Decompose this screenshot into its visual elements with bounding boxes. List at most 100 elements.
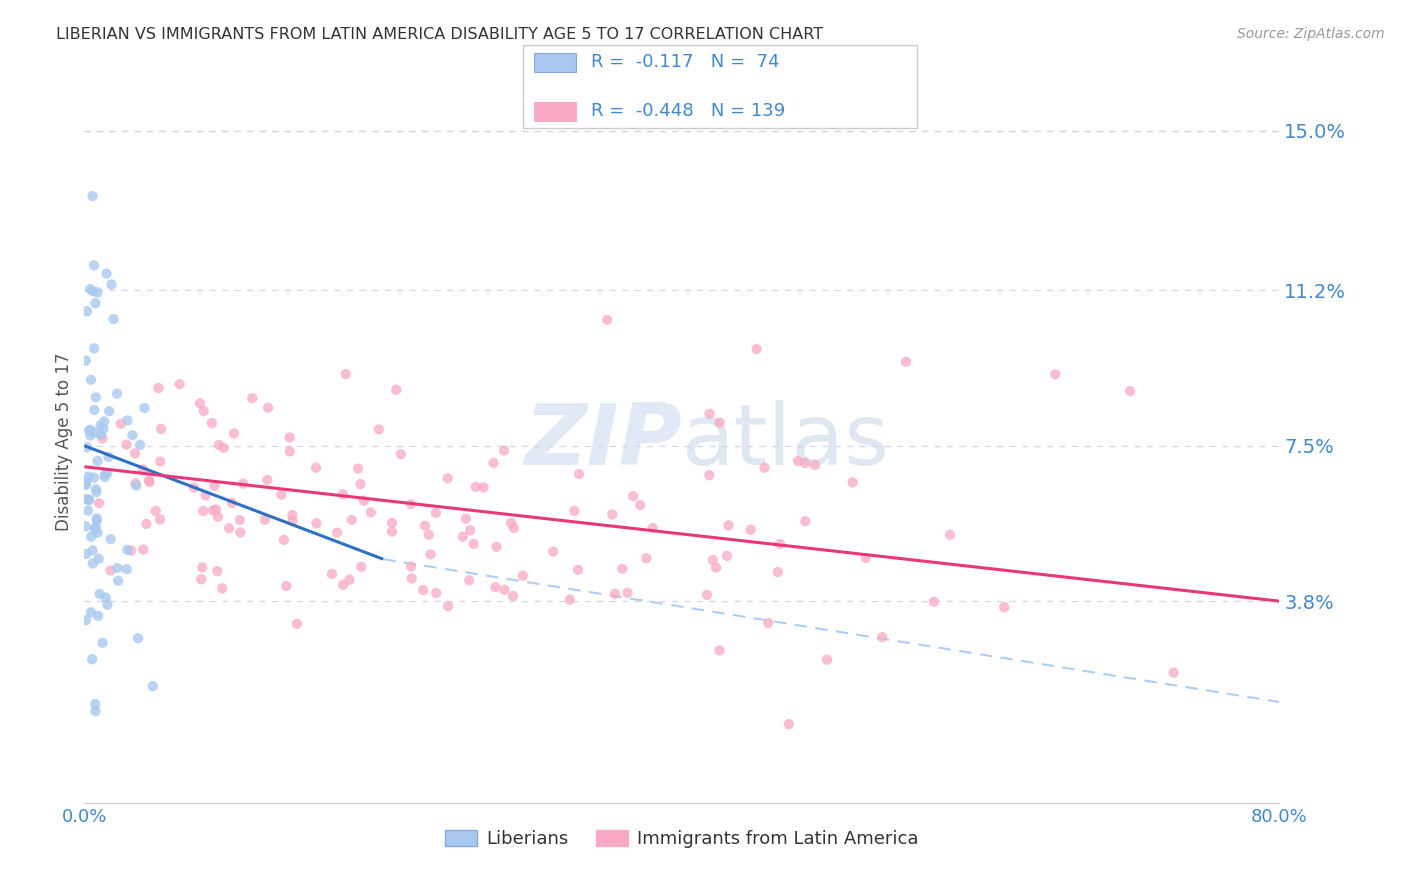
Point	[464, 480, 486, 494]
Point	[321, 566, 343, 581]
Text: ZIP: ZIP	[524, 400, 682, 483]
Point	[418, 528, 440, 542]
Point	[89, 496, 111, 510]
Point	[127, 632, 149, 646]
Point	[756, 615, 779, 630]
Point	[568, 467, 591, 481]
Point	[207, 509, 229, 524]
Point	[77, 503, 100, 517]
Point	[86, 485, 108, 500]
Point	[83, 258, 105, 272]
Point	[124, 446, 146, 460]
Point	[89, 418, 111, 433]
Point	[91, 636, 114, 650]
Point	[76, 304, 98, 318]
Point	[697, 468, 720, 483]
Point	[349, 477, 371, 491]
Point	[79, 428, 101, 442]
Point	[841, 475, 863, 490]
Point	[412, 582, 434, 597]
Point	[138, 473, 160, 487]
Point	[257, 401, 280, 415]
Point	[194, 488, 217, 502]
Point	[138, 475, 160, 489]
Point	[86, 285, 108, 300]
Point	[193, 504, 215, 518]
Point	[332, 578, 354, 592]
Point	[107, 574, 129, 588]
Point	[205, 502, 228, 516]
Point	[502, 589, 524, 603]
Point	[87, 608, 110, 623]
Point	[482, 456, 505, 470]
Point	[437, 599, 460, 614]
Point	[894, 355, 917, 369]
Point	[699, 407, 721, 421]
Point	[425, 586, 447, 600]
Point	[145, 504, 167, 518]
Point	[84, 704, 107, 718]
Point	[564, 504, 586, 518]
Point	[142, 679, 165, 693]
Point	[97, 450, 120, 464]
Point	[740, 523, 762, 537]
Point	[204, 479, 226, 493]
Point	[77, 424, 100, 438]
Point	[815, 652, 838, 666]
Point	[709, 643, 731, 657]
Point	[75, 478, 97, 492]
Point	[183, 481, 205, 495]
Point	[458, 524, 481, 538]
Point	[484, 580, 506, 594]
Point	[84, 520, 107, 534]
Point	[389, 447, 412, 461]
Text: Source: ZipAtlas.com: Source: ZipAtlas.com	[1237, 27, 1385, 41]
Point	[79, 423, 101, 437]
Point	[285, 616, 308, 631]
Text: atlas: atlas	[682, 400, 890, 483]
Point	[84, 483, 107, 497]
Point	[201, 416, 224, 430]
Point	[83, 403, 105, 417]
Point	[93, 415, 115, 429]
Point	[94, 591, 117, 605]
Point	[381, 516, 404, 530]
Point	[350, 560, 373, 574]
Point	[84, 390, 107, 404]
Point	[281, 514, 304, 528]
Point	[794, 514, 817, 528]
Point	[628, 498, 651, 512]
Point	[794, 456, 817, 470]
Point	[75, 492, 97, 507]
Point	[494, 582, 516, 597]
Point	[221, 496, 243, 510]
Point	[169, 377, 191, 392]
Point	[93, 422, 115, 436]
Point	[96, 467, 118, 481]
Point	[401, 571, 423, 585]
Point	[855, 550, 877, 565]
Point	[211, 582, 233, 596]
Point	[1163, 665, 1185, 680]
Point	[98, 404, 121, 418]
Point	[413, 518, 436, 533]
Y-axis label: Disability Age 5 to 17: Disability Age 5 to 17	[55, 352, 73, 531]
Point	[91, 432, 114, 446]
Point	[121, 428, 143, 442]
Point	[567, 563, 589, 577]
Point	[94, 467, 117, 482]
Legend: Liberians, Immigrants from Latin America: Liberians, Immigrants from Latin America	[437, 822, 927, 855]
Point	[787, 454, 810, 468]
Point	[93, 470, 115, 484]
Point	[84, 425, 107, 440]
Point	[1119, 384, 1142, 398]
Point	[75, 547, 97, 561]
Point	[80, 606, 103, 620]
Point	[77, 492, 100, 507]
Point	[922, 595, 945, 609]
Point	[353, 493, 375, 508]
Point	[335, 367, 357, 381]
Point	[188, 396, 211, 410]
Point	[83, 522, 105, 536]
Text: LIBERIAN VS IMMIGRANTS FROM LATIN AMERICA DISABILITY AGE 5 TO 17 CORRELATION CHA: LIBERIAN VS IMMIGRANTS FROM LATIN AMERIC…	[56, 27, 824, 42]
